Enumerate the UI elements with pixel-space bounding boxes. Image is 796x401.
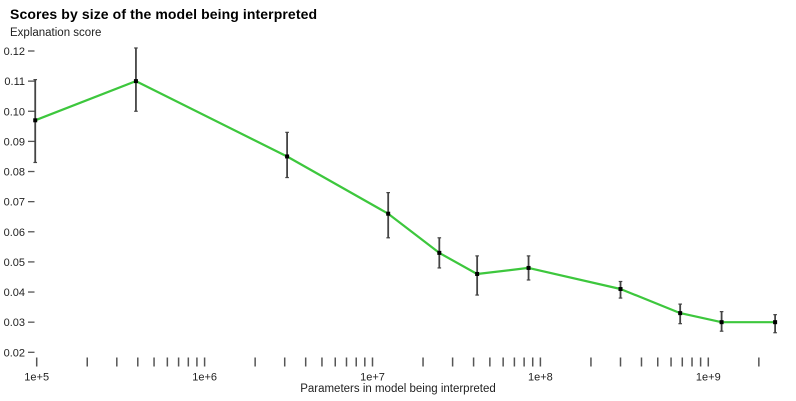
x-tick-label: 1e+8 — [528, 372, 553, 384]
data-point-marker — [618, 287, 623, 292]
data-point-marker — [526, 265, 531, 270]
data-point-marker — [386, 211, 391, 216]
chart-title: Scores by size of the model being interp… — [10, 6, 318, 22]
y-tick-label: 0.08 — [4, 167, 25, 179]
data-point-marker — [773, 320, 778, 325]
y-tick-label: 0.06 — [4, 227, 25, 239]
y-tick-label: 0.05 — [4, 257, 25, 269]
y-tick-label: 0.09 — [4, 136, 25, 148]
y-tick-label: 0.04 — [4, 287, 25, 299]
x-tick-label: 1e+6 — [192, 372, 217, 384]
data-point-marker — [33, 118, 38, 123]
y-tick-label: 0.11 — [4, 76, 25, 88]
x-axis-title: Parameters in model being interpreted — [300, 383, 496, 395]
data-point-marker — [285, 154, 290, 159]
series-line — [34, 79, 777, 324]
data-point-marker — [475, 271, 480, 276]
y-tick-label: 0.12 — [4, 46, 25, 58]
y-tick-label: 0.02 — [4, 347, 25, 359]
data-point-marker — [719, 320, 724, 325]
data-point-marker — [133, 79, 138, 84]
y-tick-label: 0.10 — [4, 106, 25, 118]
data-point-marker — [437, 250, 442, 255]
y-tick-label: 0.07 — [4, 197, 25, 209]
x-tick-label: 1e+7 — [360, 372, 385, 384]
data-point-marker — [678, 311, 683, 316]
x-tick-label: 1e+5 — [24, 372, 49, 384]
x-tick-label: 1e+9 — [696, 372, 721, 384]
y-tick-label: 0.03 — [4, 317, 25, 329]
y-axis-title: Explanation score — [10, 27, 102, 39]
